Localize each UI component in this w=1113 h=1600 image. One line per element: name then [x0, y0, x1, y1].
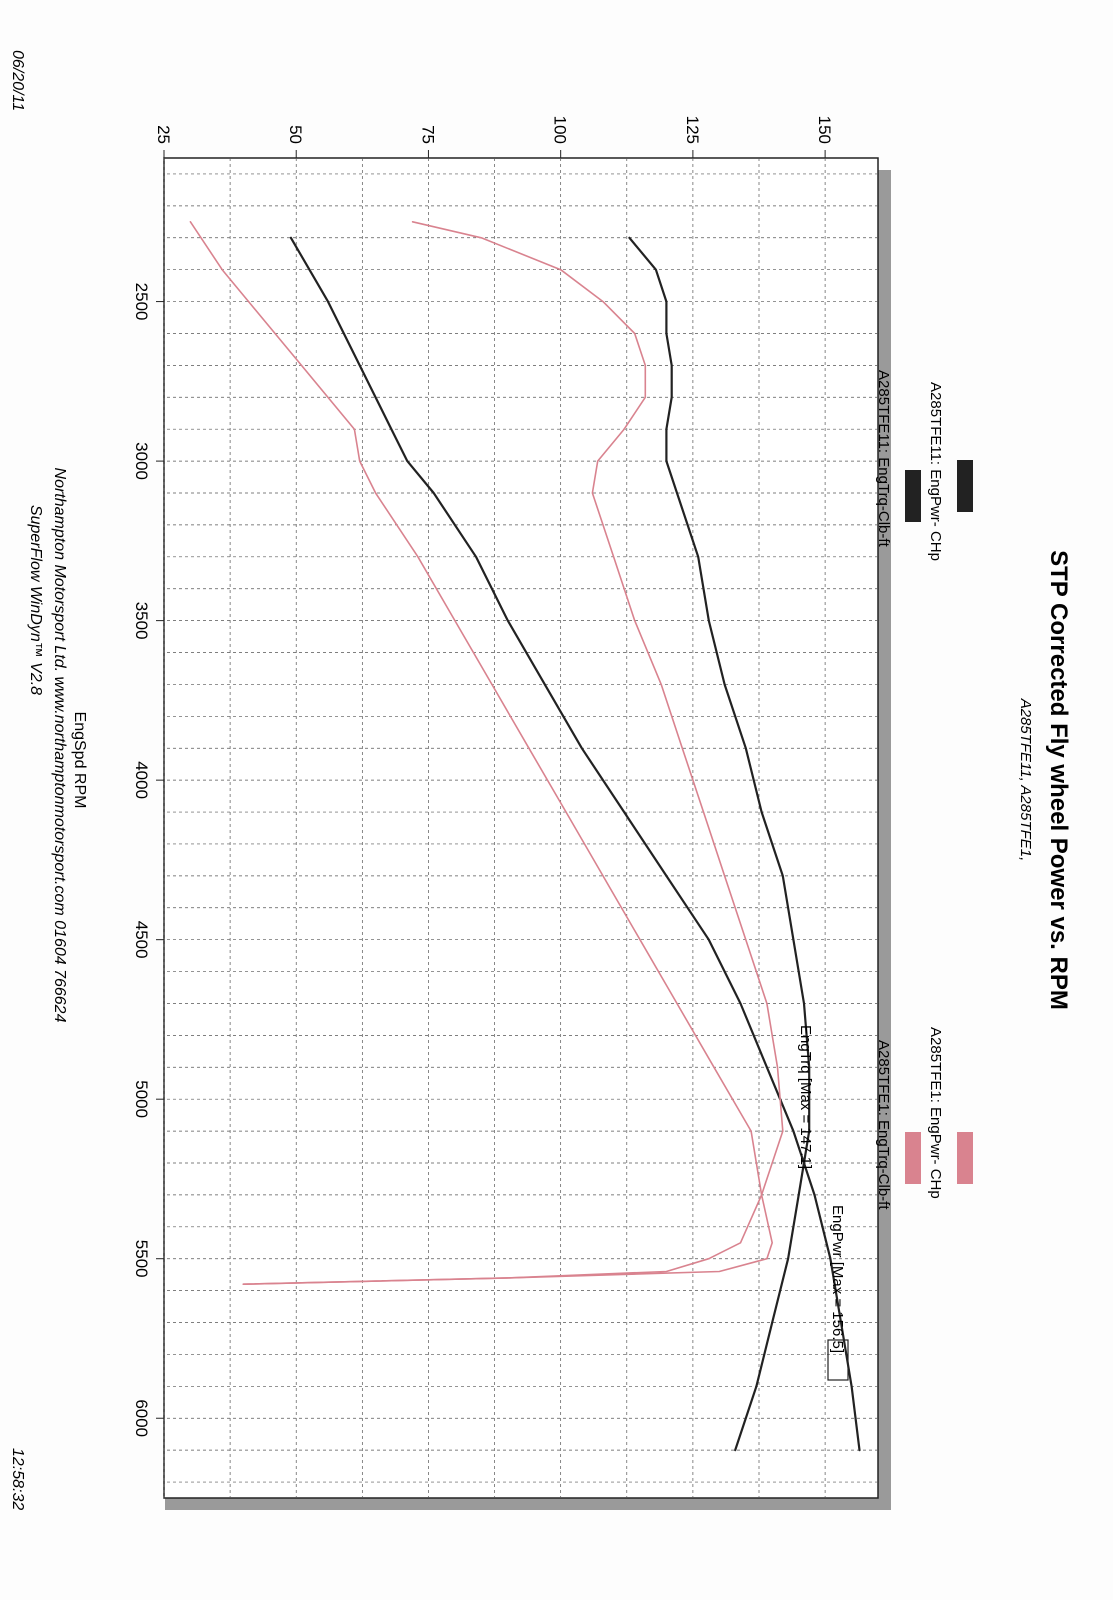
- legend-swatch-a285tfe11-pwr: [957, 460, 973, 512]
- x-tick-label: 2500: [132, 283, 151, 321]
- x-tick-label: 5000: [132, 1080, 151, 1118]
- print-time: 12:58:32: [9, 1448, 26, 1510]
- y-tick-label: 50: [286, 125, 305, 144]
- y-tick-label: 75: [418, 125, 437, 144]
- legend-label-a285tfe11-trq: A285TFE11: EngTrq-Clb-ft: [875, 370, 892, 548]
- y-tick-label: 25: [154, 125, 173, 144]
- print-date: 06/20/11: [9, 50, 26, 111]
- x-axis-label: EngSpd RPM: [71, 712, 88, 809]
- footer-company: Northampton Motorsport Ltd. www.northamp…: [51, 468, 68, 1023]
- series-line-4: [242, 221, 784, 1285]
- series-layer: [189, 221, 861, 1452]
- legend-label-a285tfe1-pwr: A285TFE1: EngPwr- CHp: [927, 1027, 944, 1199]
- x-tick-label: 4500: [132, 921, 151, 959]
- pwr-max-annotation: EngPwr [Max = 156.5]: [829, 1205, 846, 1353]
- pwr-max-box: [827, 1339, 849, 1381]
- x-tick-label: 3000: [132, 442, 151, 480]
- plot-frame: [163, 157, 879, 1499]
- x-tick-label: 3500: [132, 602, 151, 640]
- legend-label-a285tfe1-trq: A285TFE1: EngTrq-Clb-ft: [875, 1040, 892, 1210]
- legend-swatch-a285tfe1-trq: [905, 1132, 921, 1184]
- series-line-2: [628, 236, 811, 1452]
- chart-subtitle: A285TFE11, A285TFE1,: [1017, 698, 1034, 862]
- series-line-3: [189, 221, 774, 1285]
- x-tick-label: 4000: [132, 761, 151, 799]
- y-axis-ticks: 25 50 75 100 125 150: [154, 116, 834, 158]
- series-line-1: [289, 236, 861, 1452]
- x-tick-label: 5500: [132, 1240, 151, 1278]
- footer-software: SuperFlow WinDyn™ V2.8: [27, 505, 44, 695]
- legend-swatch-a285tfe11-trq: [905, 470, 921, 522]
- legend-swatch-a285tfe1-pwr: [957, 1132, 973, 1184]
- chart-title: STP Corrected Fly wheel Power vs. RPM: [1045, 550, 1072, 1010]
- y-tick-label: 150: [815, 116, 834, 144]
- trq-max-annotation: EngTrq [Max = 147.1]: [797, 1025, 814, 1169]
- y-tick-label: 100: [551, 116, 570, 144]
- x-axis-ticks: 2500 3000 3500 4000 4500 5000 5500 6000: [132, 283, 164, 1437]
- legend-label-a285tfe11-pwr: A285TFE11: EngPwr- CHp: [927, 382, 944, 561]
- y-tick-label: 125: [683, 116, 702, 144]
- rotated-chart-group: 25 50 75 100 125 150 2500 3000 3500 4000 4500 5000…: [9, 50, 1072, 1510]
- x-tick-label: 6000: [132, 1399, 151, 1437]
